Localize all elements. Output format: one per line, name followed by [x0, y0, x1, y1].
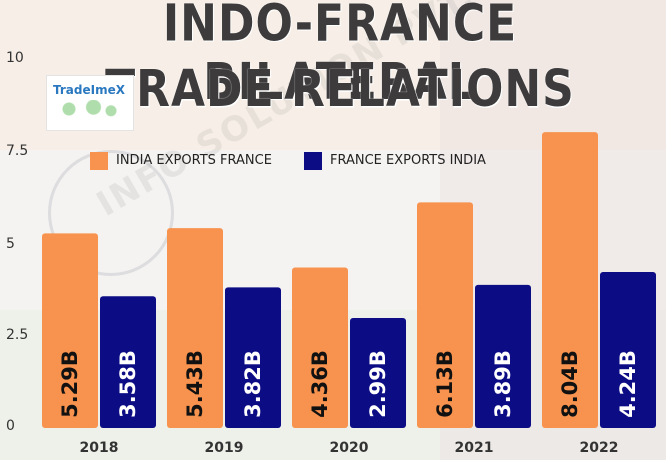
legend-swatch-india: [90, 152, 108, 170]
bar-india-exports: [417, 202, 473, 428]
bar-data-label: 3.82B: [241, 350, 265, 418]
legend-label-india: INDIA EXPORTS FRANCE: [116, 153, 272, 168]
y-tick-label: 2.5: [6, 327, 29, 343]
bar-data-label: 3.89B: [491, 350, 515, 418]
bar-france-exports: [475, 284, 531, 428]
x-tick-label: 2018: [80, 440, 119, 456]
x-tick-label: 2019: [205, 440, 244, 456]
bar-data-label: 5.43B: [183, 350, 207, 418]
wheel-emblem-icon: [48, 150, 174, 276]
y-tick-label: 5: [6, 236, 15, 252]
x-tick-label: 2020: [330, 440, 369, 456]
chart-title-line1: INDO-FRANCE BILATERAL: [162, 0, 518, 112]
bar-france-exports: [100, 296, 156, 428]
bar-data-label: 3.58B: [116, 350, 140, 418]
bar-france-exports: [350, 317, 406, 428]
bar-data-label: 2.99B: [366, 350, 390, 418]
bar-data-label: 5.29B: [58, 350, 82, 418]
legend-label-france: FRANCE EXPORTS INDIA: [330, 153, 486, 168]
x-tick-label: 2021: [455, 440, 494, 456]
bar-india-exports: [167, 228, 223, 428]
world-map-icon: [55, 100, 125, 118]
logo-text: TradeImeX: [53, 83, 125, 97]
bar-data-label: 6.13B: [433, 350, 457, 418]
x-tick-label: 2022: [580, 440, 619, 456]
tradeimex-logo: TradeImeX: [46, 75, 134, 131]
bar-india-exports: [542, 132, 598, 429]
bar-france-exports: [225, 287, 281, 428]
bar-data-label: 8.04B: [558, 350, 582, 418]
y-tick-label: 10: [6, 50, 24, 66]
bar-india-exports: [42, 233, 98, 428]
bar-data-label: 4.24B: [616, 350, 640, 418]
bar-india-exports: [292, 267, 348, 428]
bar-data-label: 4.36B: [308, 350, 332, 418]
y-tick-label: 0: [6, 418, 15, 434]
y-tick-label: 7.5: [6, 143, 29, 159]
bar-france-exports: [600, 271, 656, 428]
chart-title-line2: TRADE RELATIONS: [105, 60, 575, 119]
legend-swatch-france: [304, 152, 322, 170]
